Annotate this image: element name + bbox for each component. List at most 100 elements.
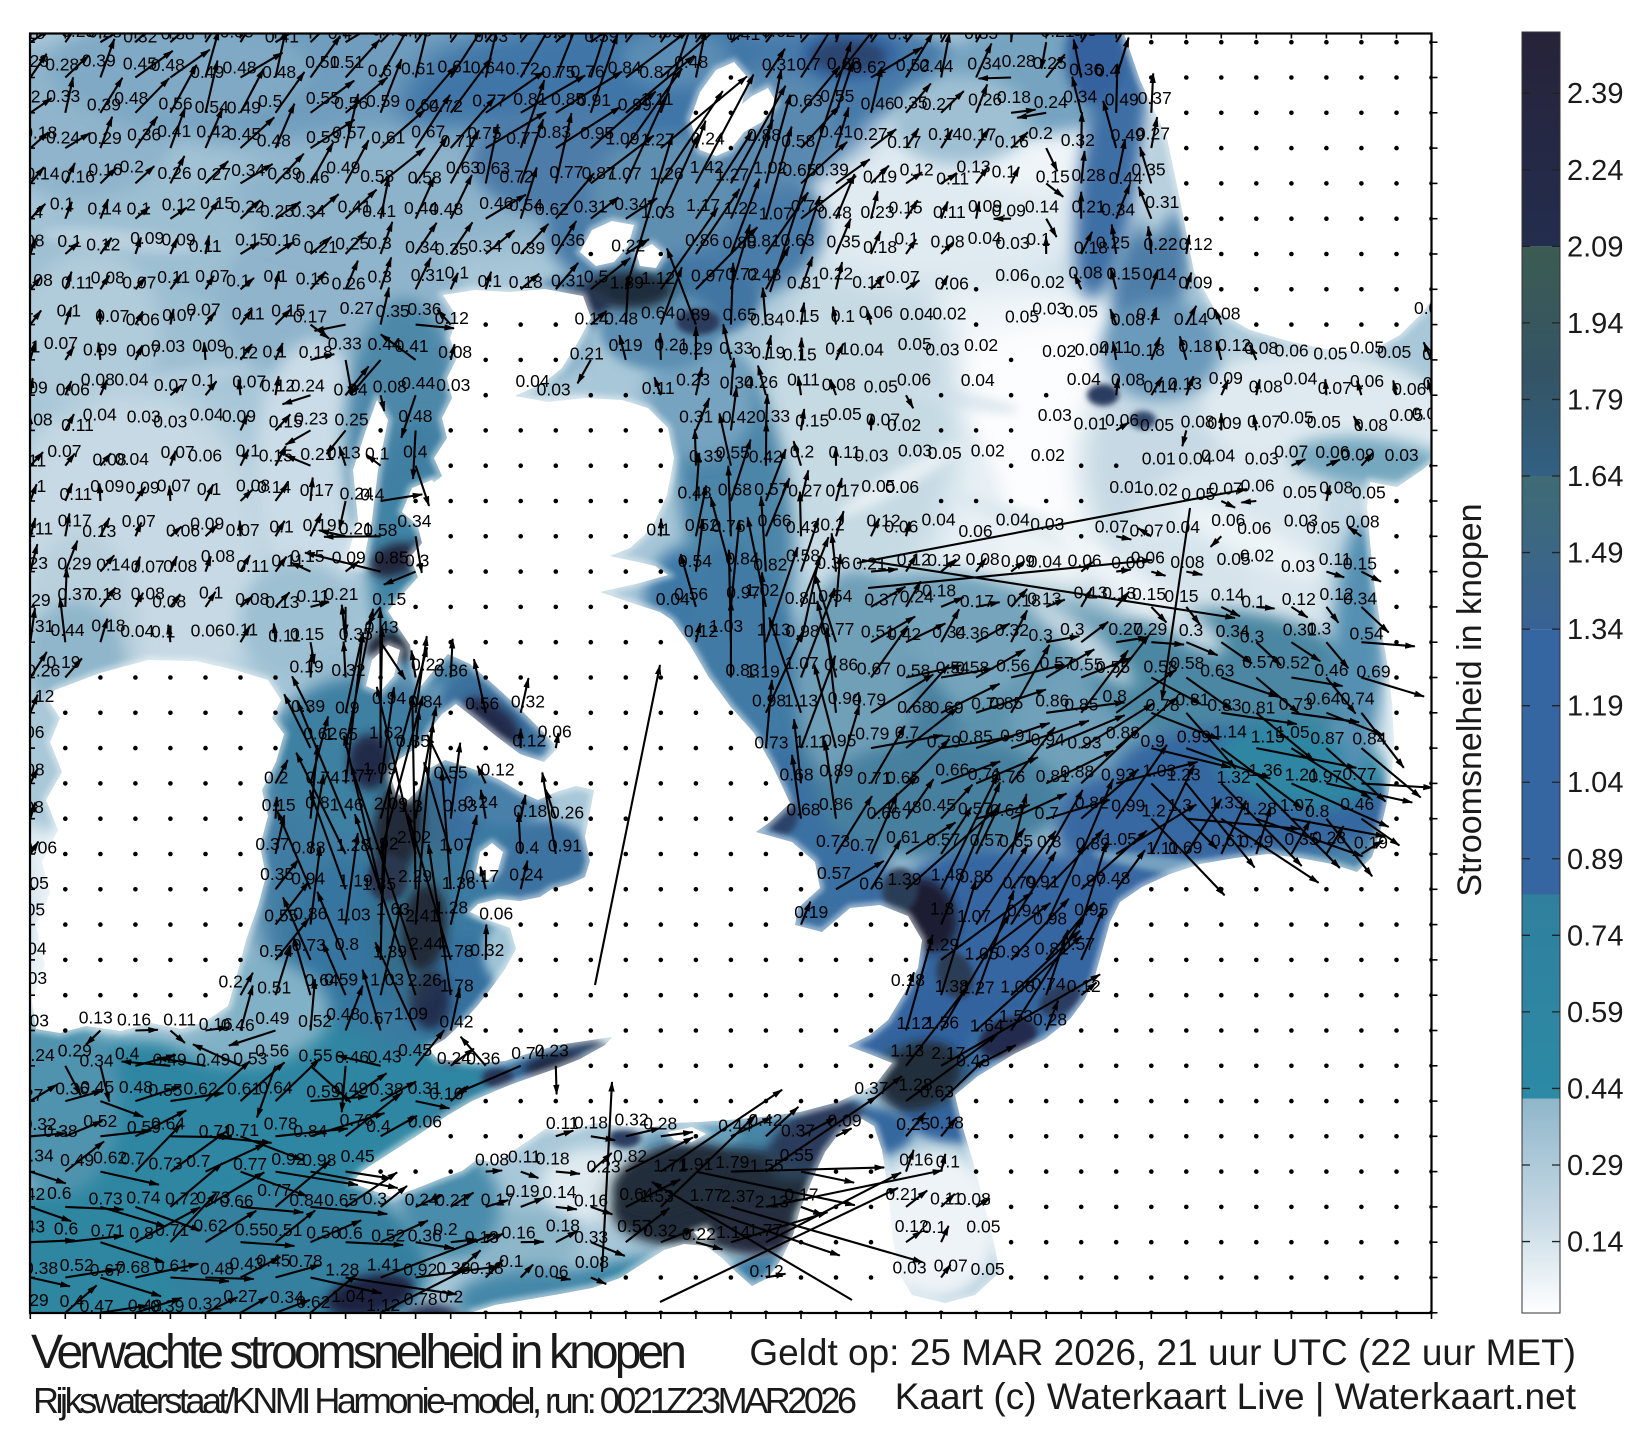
svg-text:0.19: 0.19 — [863, 167, 897, 187]
svg-text:0.74: 0.74 — [511, 1043, 545, 1063]
svg-text:0.03: 0.03 — [898, 440, 932, 460]
svg-text:0.54: 0.54 — [1350, 624, 1384, 644]
svg-text:0.44: 0.44 — [919, 56, 953, 76]
svg-text:0.05: 0.05 — [15, 873, 49, 893]
svg-text:0.22: 0.22 — [819, 263, 853, 283]
svg-text:0.87: 0.87 — [1310, 728, 1344, 748]
svg-text:0.4: 0.4 — [60, 1291, 85, 1311]
svg-text:0.05: 0.05 — [861, 476, 895, 496]
svg-text:0.17: 0.17 — [962, 124, 996, 144]
svg-text:0.35: 0.35 — [1285, 829, 1319, 849]
svg-text:0.11: 0.11 — [546, 1113, 579, 1133]
svg-text:0.12: 0.12 — [1422, 344, 1456, 364]
svg-text:0.18: 0.18 — [1179, 336, 1213, 356]
svg-text:1.04: 1.04 — [1567, 767, 1623, 799]
svg-text:0.04: 0.04 — [13, 939, 47, 959]
svg-text:1.21: 1.21 — [1285, 764, 1319, 784]
svg-text:0.1: 0.1 — [197, 479, 221, 499]
svg-text:1.34: 1.34 — [1567, 614, 1623, 646]
svg-text:1.42: 1.42 — [690, 157, 724, 177]
svg-text:0.48: 0.48 — [398, 406, 432, 426]
svg-text:0.45: 0.45 — [341, 1146, 375, 1166]
svg-text:0.07: 0.07 — [122, 272, 156, 292]
svg-text:0.68: 0.68 — [897, 697, 931, 717]
svg-text:0.47: 0.47 — [438, 16, 472, 36]
svg-text:0.46: 0.46 — [221, 1015, 255, 1035]
svg-text:0.04: 0.04 — [1075, 340, 1109, 360]
svg-text:0.34: 0.34 — [231, 160, 265, 180]
svg-text:0.12: 0.12 — [435, 308, 469, 328]
svg-text:0.25: 0.25 — [335, 410, 369, 430]
svg-text:0.63: 0.63 — [476, 158, 510, 178]
svg-text:0.05: 0.05 — [1140, 415, 1174, 435]
svg-text:0.08: 0.08 — [163, 556, 197, 576]
svg-text:0.51: 0.51 — [257, 978, 291, 998]
svg-text:0.48: 0.48 — [747, 265, 781, 285]
svg-text:0.97: 0.97 — [1308, 767, 1342, 787]
svg-text:0.26: 0.26 — [550, 803, 584, 823]
svg-text:0.19: 0.19 — [46, 652, 80, 672]
svg-text:0.25: 0.25 — [1096, 233, 1130, 253]
svg-text:1.28: 1.28 — [1243, 798, 1277, 818]
svg-text:0.1: 0.1 — [57, 231, 81, 251]
svg-text:0.05: 0.05 — [898, 334, 932, 354]
svg-text:0.86: 0.86 — [819, 794, 853, 814]
svg-text:0.08: 0.08 — [1244, 338, 1278, 358]
svg-text:0.85: 0.85 — [375, 547, 409, 567]
svg-text:0.72: 0.72 — [500, 166, 534, 186]
svg-text:1.32: 1.32 — [1217, 767, 1251, 787]
svg-text:0.4: 0.4 — [115, 1044, 140, 1064]
svg-text:0.27: 0.27 — [922, 94, 956, 114]
svg-text:0.34: 0.34 — [468, 236, 502, 256]
svg-text:0.11: 0.11 — [1319, 549, 1352, 569]
svg-text:0.34: 0.34 — [405, 237, 439, 257]
svg-text:1.22: 1.22 — [724, 198, 758, 218]
svg-text:0.61: 0.61 — [227, 1079, 261, 1099]
svg-text:0.24: 0.24 — [464, 792, 498, 812]
svg-text:0.01: 0.01 — [1109, 477, 1143, 497]
svg-text:0.04: 0.04 — [900, 304, 934, 324]
svg-text:0.34: 0.34 — [20, 1145, 54, 1165]
svg-text:0.3: 0.3 — [1179, 620, 1203, 640]
svg-text:0.05: 0.05 — [1377, 342, 1411, 362]
svg-text:1.09: 1.09 — [363, 759, 397, 779]
svg-text:0.38: 0.38 — [24, 1258, 58, 1278]
svg-text:0.07: 0.07 — [866, 409, 900, 429]
svg-text:0.27: 0.27 — [1108, 619, 1142, 639]
svg-text:0.03: 0.03 — [127, 407, 161, 427]
svg-text:0.36: 0.36 — [955, 623, 989, 643]
svg-text:0.17: 0.17 — [887, 132, 921, 152]
svg-text:0.7: 0.7 — [186, 1151, 210, 1171]
svg-text:0.08: 0.08 — [81, 370, 115, 390]
svg-text:0.52: 0.52 — [60, 1255, 94, 1275]
svg-text:0.23: 0.23 — [861, 202, 895, 222]
svg-text:1.64: 1.64 — [970, 1015, 1004, 1035]
svg-text:0.06: 0.06 — [408, 1111, 442, 1131]
svg-text:0.04: 0.04 — [120, 621, 154, 641]
svg-text:0.04: 0.04 — [922, 509, 956, 529]
svg-text:0.08: 0.08 — [475, 1150, 509, 1170]
svg-text:0.06: 0.06 — [1131, 548, 1165, 568]
svg-text:0.55: 0.55 — [149, 1080, 183, 1100]
svg-text:0.18: 0.18 — [922, 581, 956, 601]
svg-text:0.43: 0.43 — [230, 1254, 264, 1274]
svg-text:0.32: 0.32 — [188, 1294, 222, 1314]
svg-text:0.81: 0.81 — [1241, 697, 1275, 717]
svg-text:0.2: 0.2 — [264, 768, 288, 788]
svg-text:0.29: 0.29 — [1133, 619, 1167, 639]
svg-text:0.07: 0.07 — [187, 300, 221, 320]
svg-text:0.26: 0.26 — [744, 372, 778, 392]
svg-text:0.41: 0.41 — [395, 336, 429, 356]
svg-text:0.43: 0.43 — [11, 1216, 45, 1236]
svg-text:0.85: 0.85 — [551, 89, 585, 109]
svg-text:0.58: 0.58 — [896, 660, 930, 680]
svg-text:0.08: 0.08 — [1069, 262, 1103, 282]
svg-text:0.24: 0.24 — [46, 128, 80, 148]
svg-text:Geldt op: 25 MAR 2026, 21 uur: Geldt op: 25 MAR 2026, 21 uur UTC (22 uu… — [749, 1332, 1576, 1373]
svg-text:0.1: 0.1 — [922, 1217, 946, 1237]
svg-text:1.77: 1.77 — [341, 765, 375, 785]
svg-text:0.1: 0.1 — [646, 519, 670, 539]
svg-text:0.09: 0.09 — [992, 201, 1026, 221]
svg-text:0.2: 0.2 — [439, 1286, 463, 1306]
svg-text:0.14: 0.14 — [1025, 196, 1059, 216]
